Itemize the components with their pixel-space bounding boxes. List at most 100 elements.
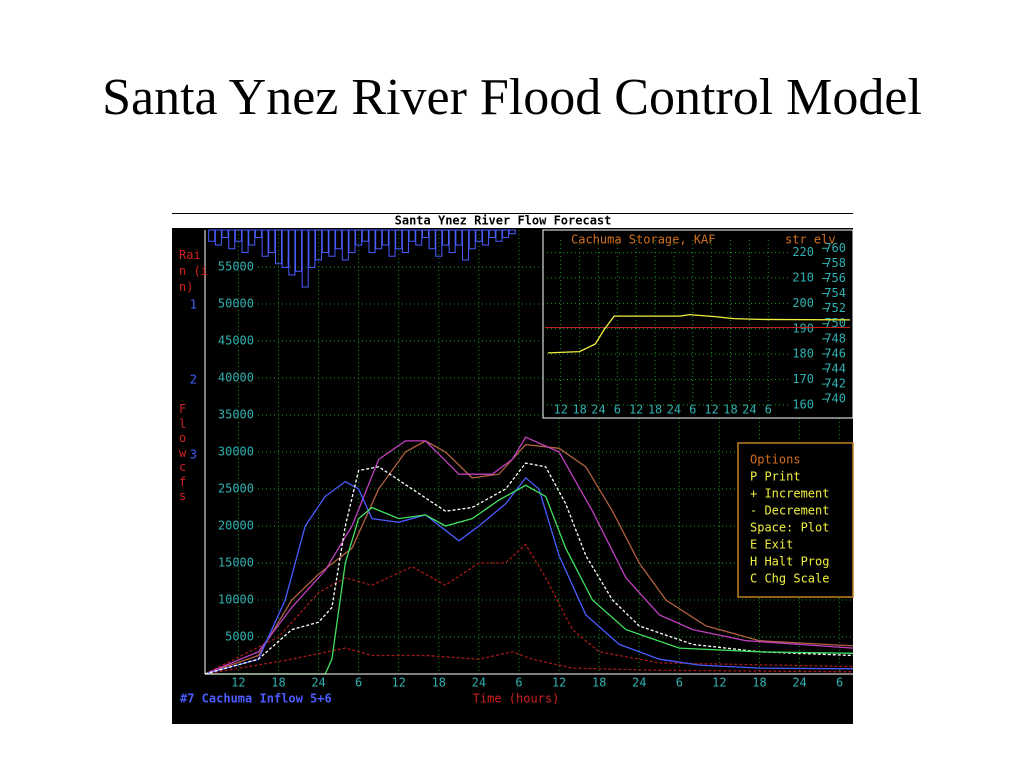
x-tick-label: 12: [629, 403, 643, 417]
x-tick-label: 24: [591, 403, 605, 417]
rain-bar: [475, 229, 483, 242]
rain-bar: [482, 229, 490, 246]
rain-bar: [375, 229, 383, 250]
y-tick-label: 50000: [218, 297, 254, 311]
y-tick-label: 25000: [218, 482, 254, 496]
y2-tick-label: 756: [824, 271, 846, 285]
y-tick-label: 20000: [218, 519, 254, 533]
y-tick-label: 40000: [218, 371, 254, 385]
y-tick-label: 5000: [225, 630, 254, 644]
rain-bar: [248, 229, 256, 246]
inset-title: Cachuma Storage, KAF: [571, 233, 716, 247]
y2-tick-label: 742: [824, 377, 846, 391]
y-tick-label: 200: [792, 296, 814, 310]
rain-bar: [395, 229, 403, 250]
rain-bar: [502, 229, 510, 238]
x-tick-label: 12: [552, 676, 566, 690]
option-item: C Chg Scale: [750, 572, 829, 586]
rain-bar: [435, 229, 443, 257]
y-tick-label: 10000: [218, 593, 254, 607]
rain-bar: [468, 229, 476, 250]
x-tick-label: 6: [765, 403, 772, 417]
y-tick-label: 160: [792, 397, 814, 411]
flow-line: [204, 647, 854, 675]
x-tick-label: 12: [712, 676, 726, 690]
flow-line: [205, 484, 854, 675]
y2-tick-label: 2: [190, 373, 197, 387]
flow-line: [204, 440, 854, 675]
y2-tick-label: 1: [190, 298, 197, 312]
y2-tick-label: 754: [824, 286, 846, 300]
rain-bar: [274, 229, 282, 265]
rain-bar: [308, 229, 316, 268]
x-tick-label: 12: [231, 676, 245, 690]
x-tick-label: 18: [648, 403, 662, 417]
y-tick-label: 35000: [218, 408, 254, 422]
y2-tick-label: 744: [824, 361, 846, 375]
x-tick-label: 18: [592, 676, 606, 690]
rain-bar: [455, 229, 463, 246]
y2-tick-label: 3: [190, 448, 197, 462]
y2-tick-label: 752: [824, 301, 846, 315]
x-tick-label: 6: [614, 403, 621, 417]
rain-bar: [408, 229, 416, 242]
flow-line: [204, 543, 854, 675]
x-tick-label: 12: [704, 403, 718, 417]
rain-bar: [508, 229, 516, 235]
y2-tick-label: 746: [824, 346, 846, 360]
y-tick-label: 180: [792, 347, 814, 361]
rain-bar: [341, 229, 349, 261]
y2-tick-label: 760: [824, 241, 846, 255]
rain-bar: [228, 229, 236, 250]
option-item: + Increment: [750, 487, 829, 501]
rain-bar: [415, 229, 423, 246]
rain-bar: [495, 229, 503, 242]
y-tick-label: 190: [792, 321, 814, 335]
x-tick-label: 24: [311, 676, 325, 690]
rain-bar: [401, 229, 409, 253]
y-tick-label: 170: [792, 372, 814, 386]
option-item: - Decrement: [750, 504, 829, 518]
y-tick-label: 15000: [218, 556, 254, 570]
rain-bar: [214, 229, 222, 246]
rain-bar: [241, 229, 249, 253]
y-tick-label: 45000: [218, 334, 254, 348]
rain-bar: [288, 229, 296, 276]
x-tick-label: 24: [667, 403, 681, 417]
header-bar: [172, 214, 853, 228]
options-box: [737, 442, 854, 598]
rain-axis-label: Rain (in): [179, 248, 208, 294]
rain-bar: [321, 229, 329, 253]
x-tick-label: 24: [792, 676, 806, 690]
y-tick-label: 220: [792, 245, 814, 259]
rain-bar: [301, 229, 309, 288]
x-tick-label: 6: [689, 403, 696, 417]
x-tick-label: 6: [836, 676, 843, 690]
x-tick-label: 24: [742, 403, 756, 417]
rain-bar: [381, 229, 389, 246]
rain-bar: [315, 229, 323, 261]
inset-frame: [542, 229, 854, 419]
flow-line: [204, 436, 854, 675]
y-tick-label: 30000: [218, 445, 254, 459]
y-tick-label: 55000: [218, 260, 254, 274]
x-tick-label: 18: [723, 403, 737, 417]
rain-bar: [208, 229, 216, 242]
slide-title: Santa Ynez River Flood Control Model: [102, 69, 922, 126]
x-tick-label: 12: [553, 403, 567, 417]
x-tick-label: 6: [515, 676, 522, 690]
status-text: #7 Cachuma Inflow 5+6: [180, 692, 332, 706]
rain-bar: [234, 229, 242, 242]
x-tick-label: 18: [432, 676, 446, 690]
y2-tick-label: 740: [824, 392, 846, 406]
flow-axis-label: Flow cfs: [179, 402, 194, 503]
flow-line: [204, 462, 854, 675]
inset-y2-label: str elv: [785, 233, 836, 247]
option-item: E Exit: [750, 538, 793, 552]
y2-tick-label: 748: [824, 331, 846, 345]
rain-bar: [254, 229, 262, 238]
rain-bar: [368, 229, 376, 253]
rain-bar: [421, 229, 429, 238]
